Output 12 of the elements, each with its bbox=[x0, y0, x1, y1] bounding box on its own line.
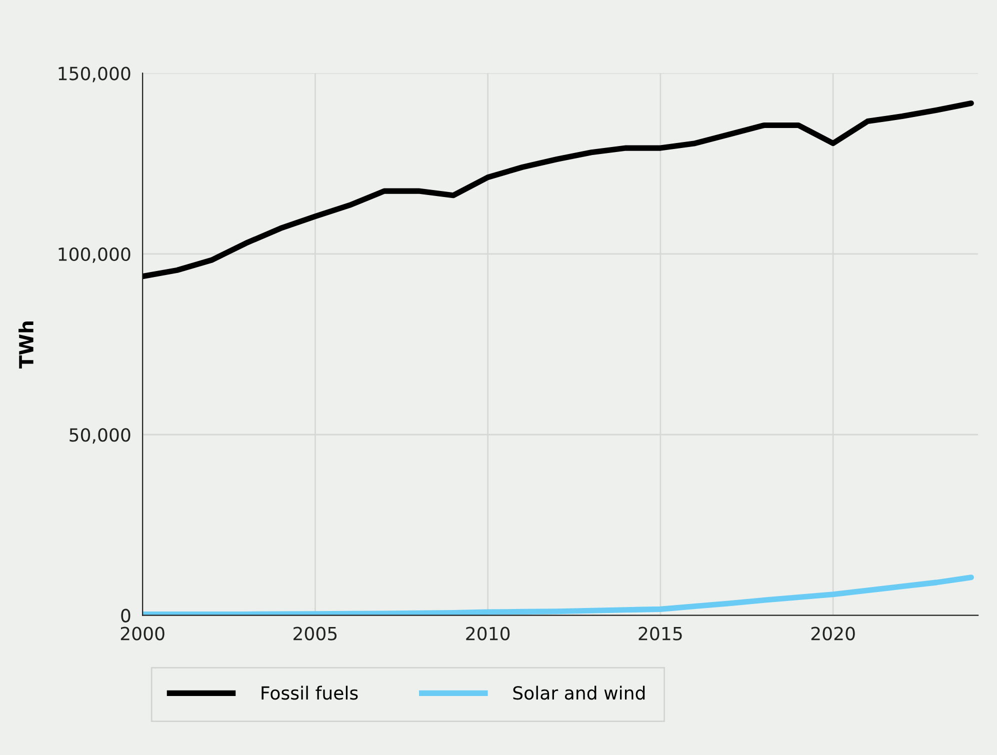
legend-label: Solar and wind bbox=[513, 686, 645, 700]
x-tick-label: 2015 bbox=[638, 626, 682, 640]
x-tick-label: 2020 bbox=[811, 626, 855, 640]
x-tick-label: 2010 bbox=[466, 626, 510, 640]
y-tick-label: 50,000 bbox=[70, 428, 130, 444]
legend-label: Fossil fuels bbox=[262, 686, 358, 700]
y-tick-label: 100,000 bbox=[58, 247, 130, 263]
y-axis-title: TWh bbox=[18, 322, 34, 368]
y-tick-label: 150,000 bbox=[58, 66, 130, 82]
x-tick-label: 2005 bbox=[294, 626, 337, 640]
x-tick-label: 2000 bbox=[120, 626, 164, 640]
y-tick-label: 0 bbox=[121, 608, 130, 622]
